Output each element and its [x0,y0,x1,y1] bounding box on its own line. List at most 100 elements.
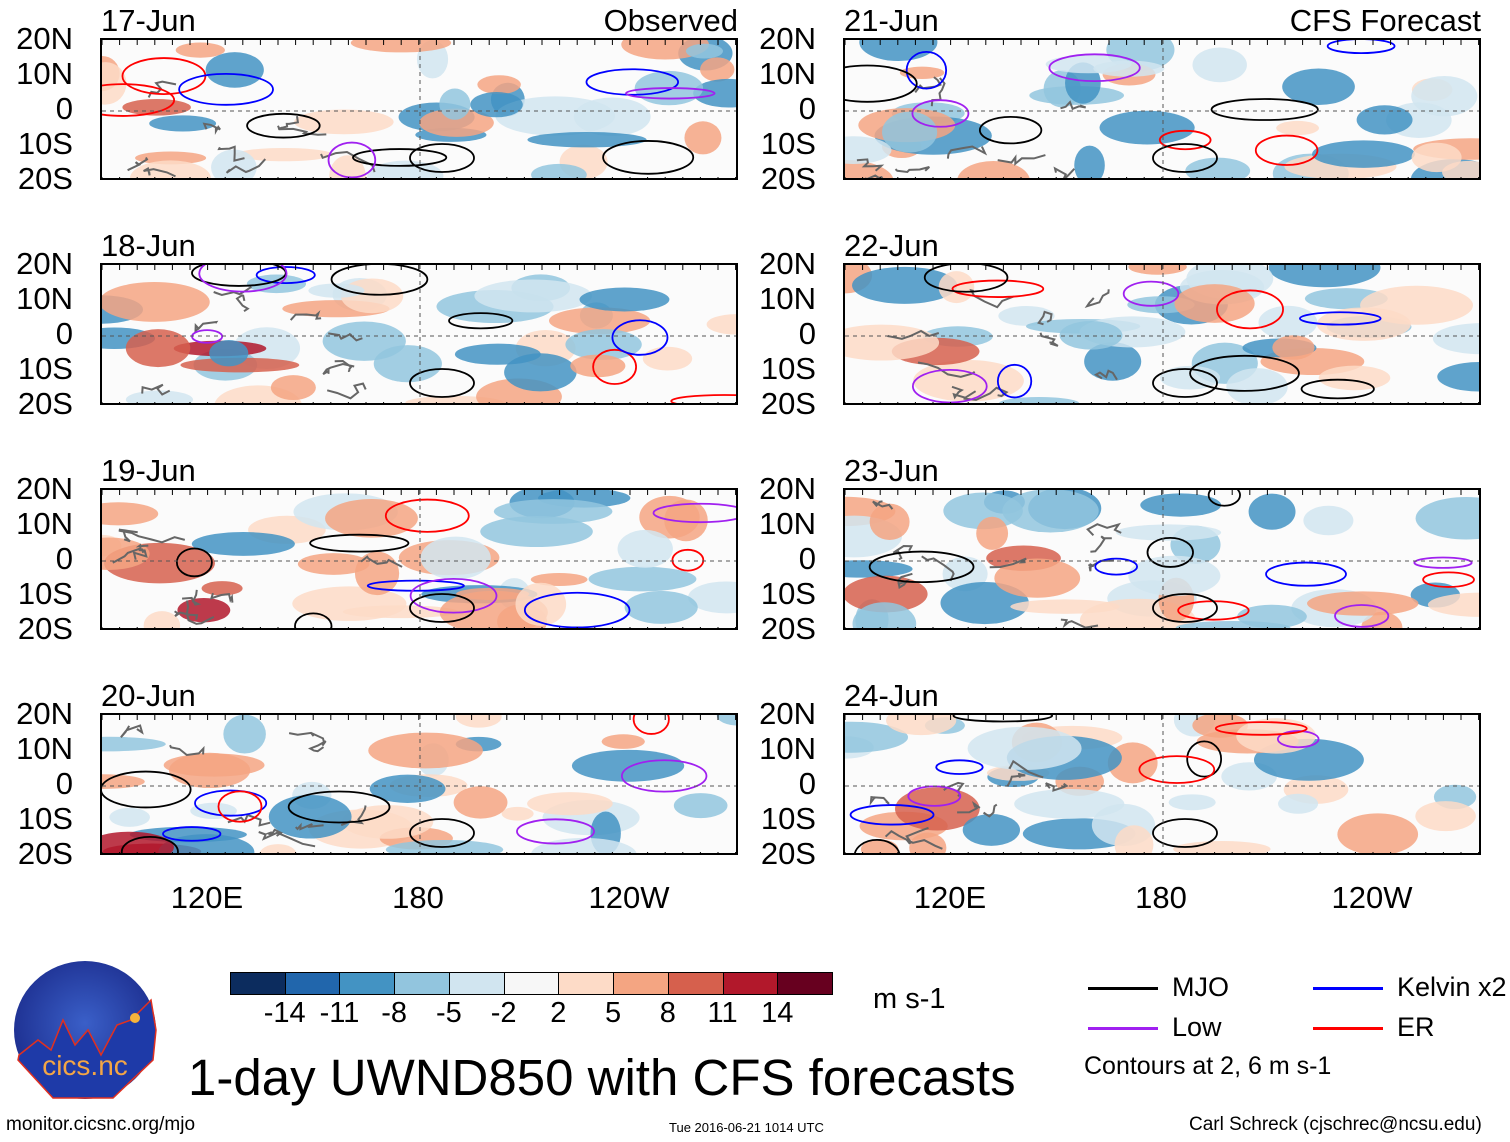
lat-label: 0 [55,766,73,801]
cics-logo: cics.nc [13,960,157,1100]
wave-contour [1216,289,1284,330]
wind-anomaly-patch [1415,801,1476,832]
coastline [289,310,322,321]
mjo-contour [409,143,475,173]
wave-contour [854,839,901,853]
wind-anomaly-patch [223,715,266,754]
lat-label: 10S [760,576,816,611]
wind-anomaly-patch [571,749,685,782]
wave-contour [327,141,377,178]
legend-line [1088,987,1158,990]
wind-anomaly-patch [1099,110,1195,145]
colorbar-swatch [667,972,724,995]
wind-anomaly-patch [102,774,145,789]
wind-anomaly-patch [474,279,593,313]
panel-date: 23-Jun [844,453,939,488]
wave-contour [849,804,935,826]
legend-line [1313,1027,1383,1030]
coastline [1039,332,1059,347]
colorbar-label: 14 [761,997,794,1029]
coastline [1045,782,1069,792]
colorbar-swatch [284,972,341,995]
wind-anomaly-patch [1014,789,1125,819]
coastline [127,156,149,172]
footer-url[interactable]: monitor.cicsnc.org/mjo [6,1114,196,1135]
wind-anomaly-patch [673,793,728,819]
wind-anomaly-patch [1107,742,1158,784]
wind-anomaly-patch [501,806,534,821]
wind-anomaly-patch [1318,365,1391,391]
wind-anomaly-patch [1272,335,1315,360]
wind-anomaly-patch [1312,140,1415,168]
wave-contour [585,68,680,96]
wave-contour [294,612,333,628]
wind-anomaly-patch [685,43,723,59]
map-panel [100,263,738,405]
coastline [202,122,221,135]
lat-label: 0 [798,91,816,126]
map-panel [843,488,1481,630]
wind-anomaly-patch [205,52,264,88]
wind-anomaly-patch [294,109,394,135]
wind-anomaly-patch [601,734,645,749]
panel-source-label: CFS Forecast [1289,3,1481,38]
wind-anomaly-patch [354,551,400,596]
panel-date: 17-Jun [101,3,196,38]
coastline [921,555,955,582]
legend-line [1313,987,1383,990]
legend-label: MJO [1172,972,1229,1002]
wind-anomaly-patch [158,834,255,853]
wind-anomaly-patch [1173,840,1271,853]
coastline [294,822,324,831]
wind-anomaly-patch [1276,120,1320,136]
panel-date: 21-Jun [844,3,939,38]
wind-anomaly-patch [882,111,938,153]
wind-anomaly-patch [621,40,709,60]
lat-label: 0 [55,316,73,351]
coastline [1088,559,1115,572]
colorbar-label: 5 [605,997,622,1029]
colorbar-swatch [394,972,450,995]
wave-contour [905,50,948,90]
wind-anomaly-patch [994,558,1081,598]
wave-contour [194,789,268,817]
mjo-contour [409,593,475,623]
coastline [185,600,215,625]
wave-contour [330,265,429,296]
wave-contour [120,835,179,853]
wind-anomaly-patch [1415,496,1479,540]
wind-anomaly-patch [1432,323,1479,355]
wind-anomaly-patch [456,587,530,600]
wind-anomaly-patch [1236,718,1316,754]
wave-contour [868,550,975,584]
lat-label: 10N [16,281,73,316]
lat-label: 10N [16,56,73,91]
lat-label: 10S [760,126,816,161]
wind-anomaly-patch [530,572,588,587]
wind-anomaly-patch [1174,284,1255,323]
wind-anomaly-patch [688,581,736,614]
wind-anomaly-patch [1248,493,1296,530]
wave-contour [951,279,1045,298]
lat-label: 20S [17,836,73,871]
wave-contour [448,312,514,330]
wind-anomaly-patch [1128,555,1221,597]
wind-anomaly-patch [1192,47,1247,83]
wave-contour [1265,561,1347,587]
footer-author: Carl Schreck (cjschrec@ncsu.edu) [1189,1114,1482,1135]
coastline [872,500,894,510]
lon-label: 120E [170,880,244,915]
coastline [322,362,355,376]
wave-contour [625,87,716,100]
wind-anomaly-patch [624,590,698,624]
mjo-contour [409,818,475,848]
wind-anomaly-patch [570,354,626,378]
mjo-contour [1152,818,1218,848]
panel-date: 18-Jun [101,228,196,263]
wave-contour [911,99,970,128]
coastline [1053,166,1076,178]
lat-label: 20N [759,246,816,281]
wind-anomaly-patch [149,115,217,132]
wind-anomaly-patch [297,553,370,575]
wind-anomaly-patch [1337,813,1419,853]
